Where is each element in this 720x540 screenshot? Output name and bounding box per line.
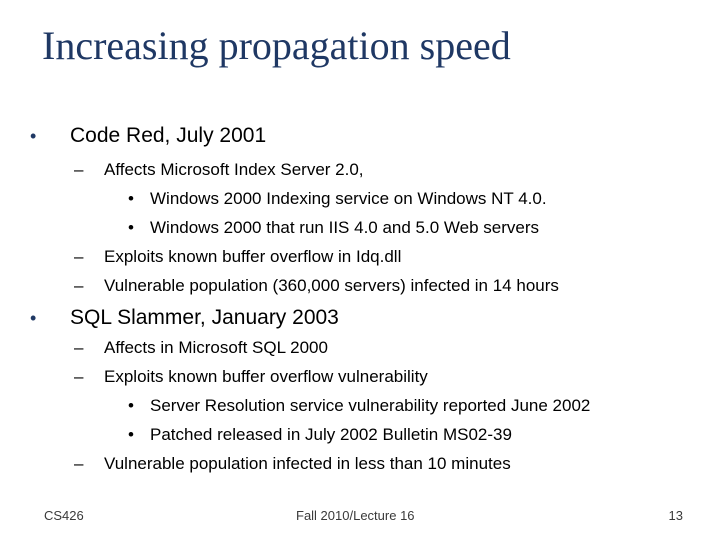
sub-bullet-text: Affects Microsoft Index Server 2.0, xyxy=(104,160,364,179)
sub-sub-bullet: • Server Resolution service vulnerabilit… xyxy=(128,396,590,416)
sub-sub-bullet-text: Patched released in July 2002 Bulletin M… xyxy=(150,425,512,444)
sub-sub-bullet-text: Windows 2000 that run IIS 4.0 and 5.0 We… xyxy=(150,218,540,237)
sub-bullet-text: Vulnerable population infected in less t… xyxy=(104,454,511,473)
dot-marker: • xyxy=(128,218,134,237)
sub-bullet: – Exploits known buffer overflow in Idq.… xyxy=(74,247,401,267)
bullet-marker: • xyxy=(30,308,37,328)
sub-sub-bullet: • Windows 2000 that run IIS 4.0 and 5.0 … xyxy=(128,218,539,238)
dot-marker: • xyxy=(128,425,134,444)
sub-bullet: – Exploits known buffer overflow vulnera… xyxy=(74,367,428,387)
sub-bullet-text: Affects in Microsoft SQL 2000 xyxy=(104,338,328,357)
bullet-marker: • xyxy=(30,126,37,146)
sub-bullet: – Vulnerable population (360,000 servers… xyxy=(74,276,559,296)
slide-title: Increasing propagation speed xyxy=(42,23,511,68)
dash-marker: – xyxy=(74,367,84,386)
bullet-code-red: • Code Red, July 2001 xyxy=(30,124,266,148)
footer-course: CS426 xyxy=(44,508,84,523)
sub-bullet-text: Exploits known buffer overflow in Idq.dl… xyxy=(104,247,402,266)
dot-marker: • xyxy=(128,396,134,415)
footer-lecture: Fall 2010/Lecture 16 xyxy=(296,508,415,523)
dash-marker: – xyxy=(74,160,84,179)
sub-sub-bullet-text: Windows 2000 Indexing service on Windows… xyxy=(150,189,547,208)
dash-marker: – xyxy=(74,454,84,473)
dash-marker: – xyxy=(74,276,84,295)
sub-sub-bullet: • Windows 2000 Indexing service on Windo… xyxy=(128,189,547,209)
dash-marker: – xyxy=(74,247,84,266)
bullet-text: SQL Slammer, January 2003 xyxy=(70,306,339,329)
sub-bullet-text: Exploits known buffer overflow vulnerabi… xyxy=(104,367,428,386)
footer-page-number: 13 xyxy=(668,508,683,523)
sub-bullet: – Affects Microsoft Index Server 2.0, xyxy=(74,160,364,180)
sub-sub-bullet-text: Server Resolution service vulnerability … xyxy=(150,396,591,415)
dash-marker: – xyxy=(74,338,84,357)
sub-bullet-text: Vulnerable population (360,000 servers) … xyxy=(104,276,559,295)
sub-bullet: – Affects in Microsoft SQL 2000 xyxy=(74,338,328,358)
sub-sub-bullet: • Patched released in July 2002 Bulletin… xyxy=(128,425,512,445)
bullet-text: Code Red, July 2001 xyxy=(70,124,267,147)
bullet-sql-slammer: • SQL Slammer, January 2003 xyxy=(30,306,339,330)
dot-marker: • xyxy=(128,189,134,208)
sub-bullet: – Vulnerable population infected in less… xyxy=(74,454,511,474)
